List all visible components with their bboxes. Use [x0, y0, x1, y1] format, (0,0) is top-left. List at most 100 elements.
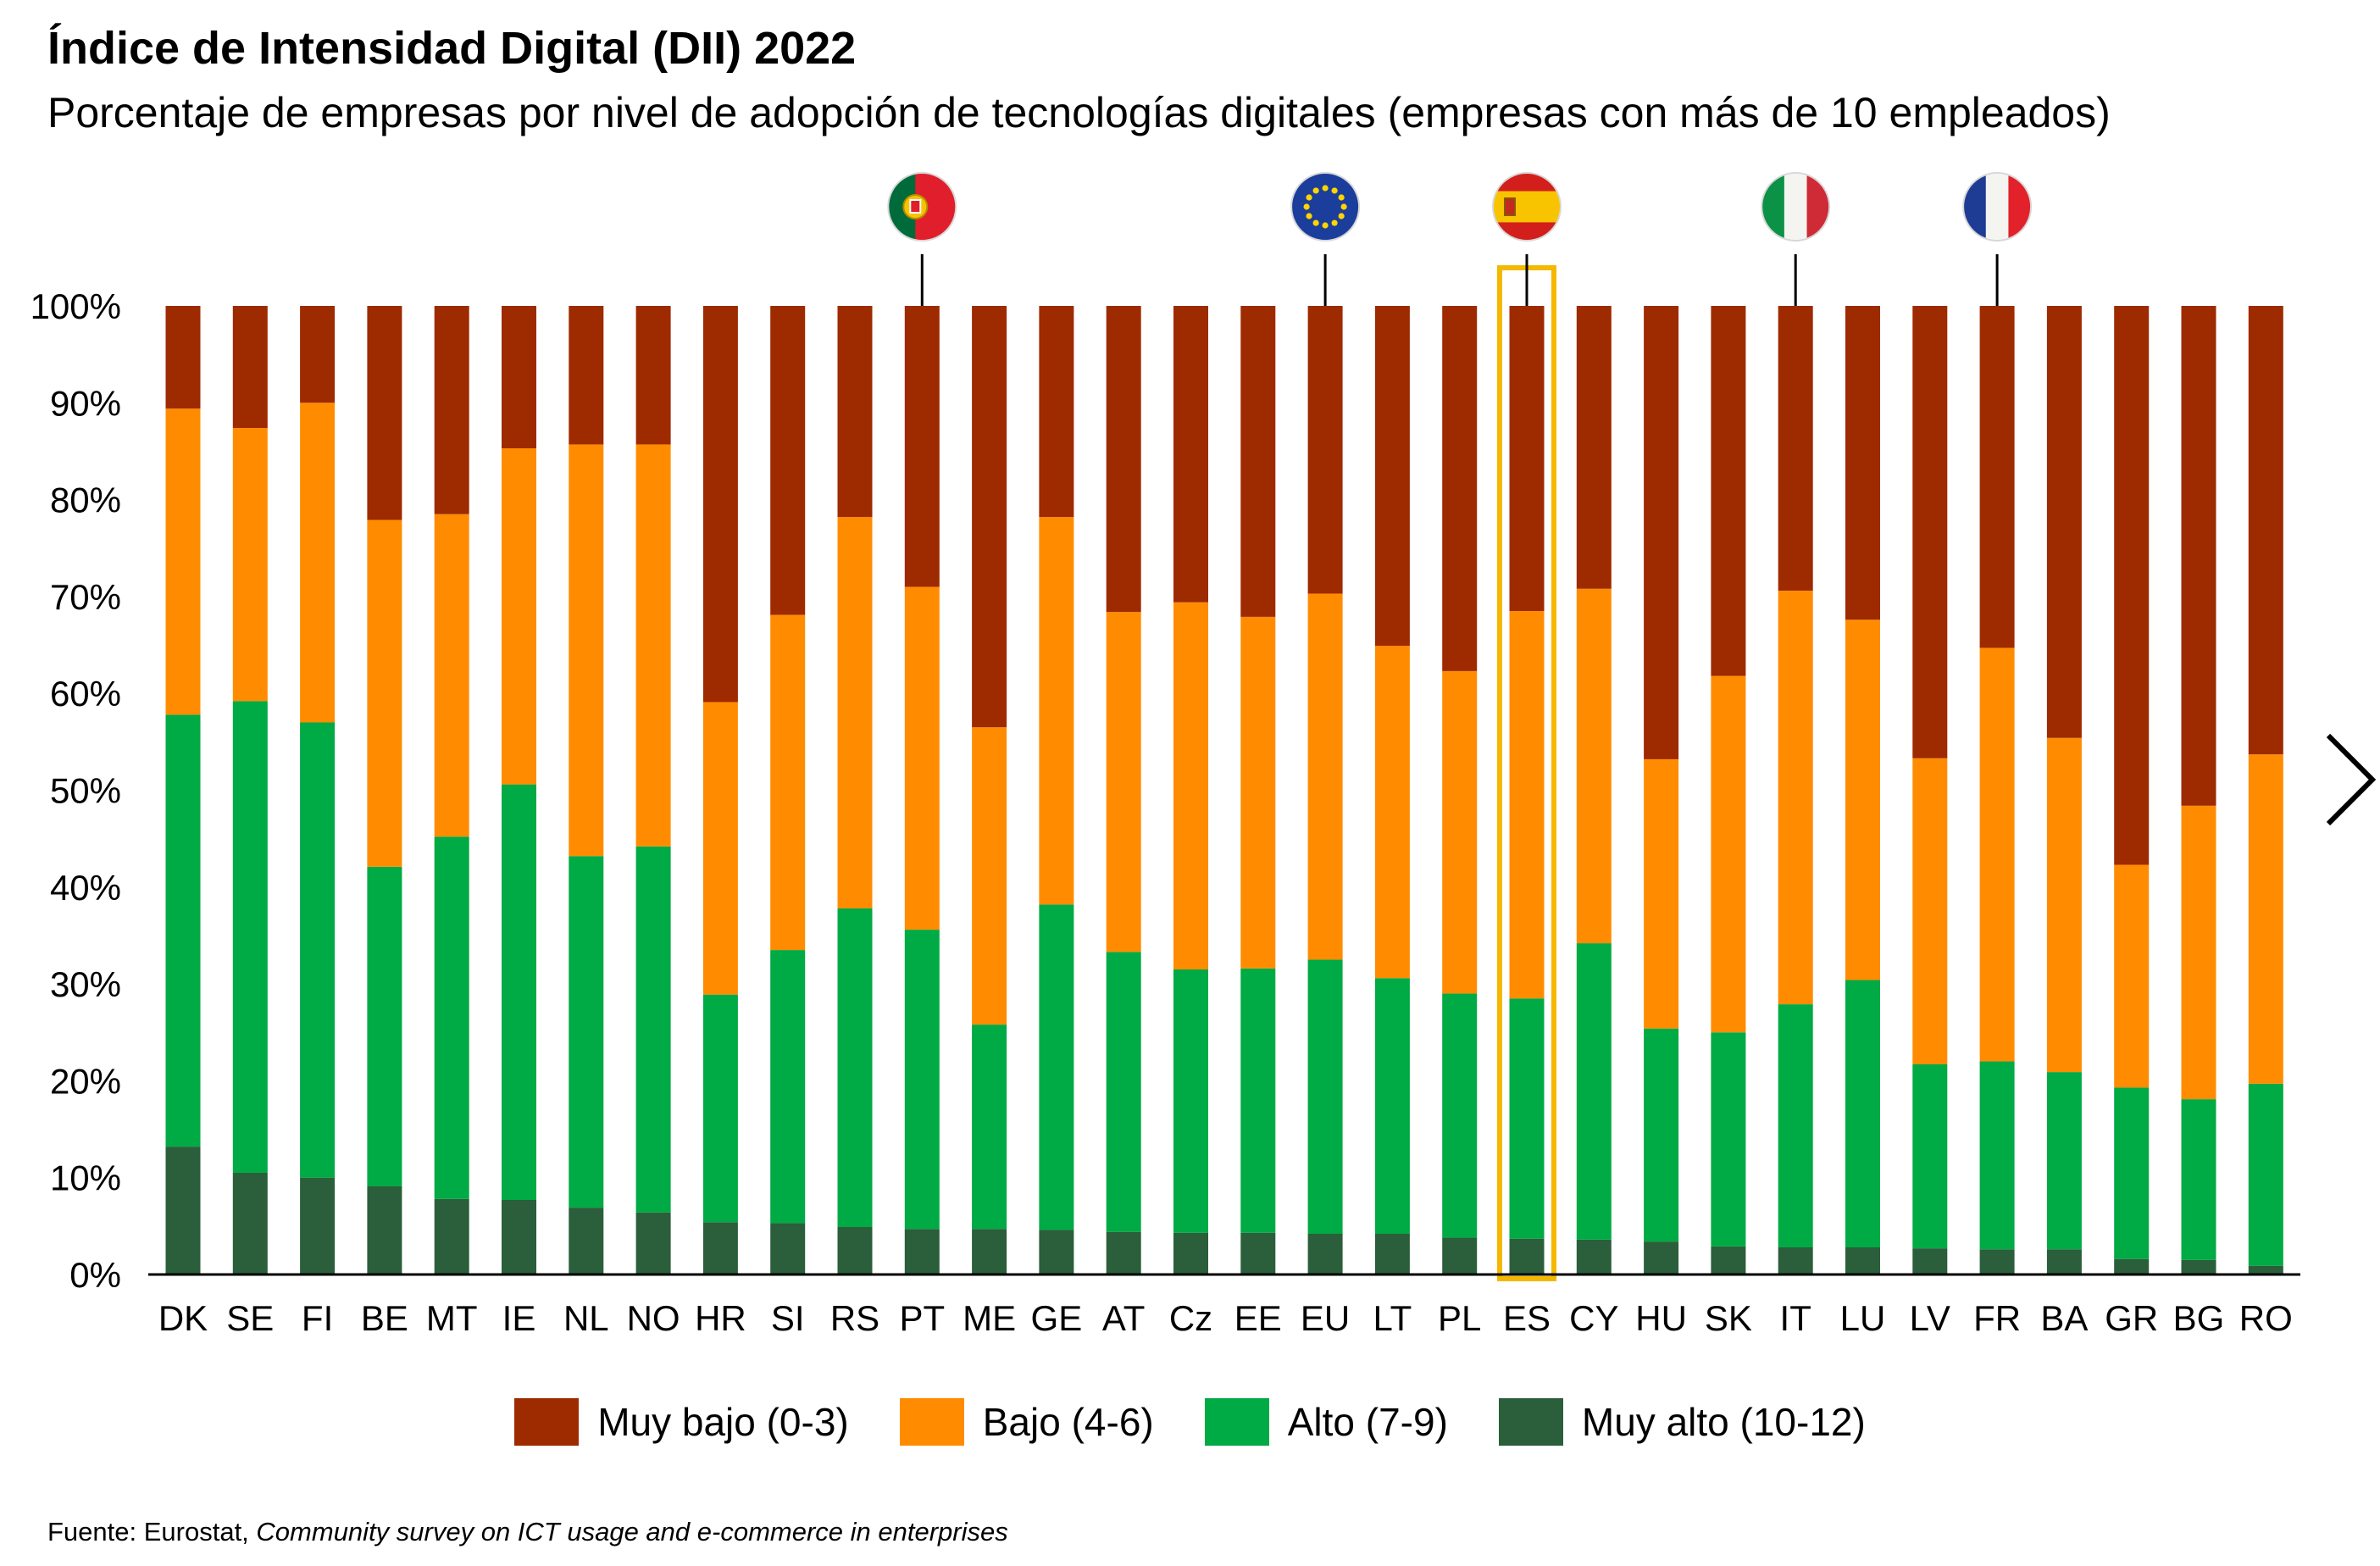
bar-si-series-2: [770, 614, 806, 951]
x-tick-label-hu: HU: [1635, 1298, 1687, 1338]
bar-ba-series-0: [2046, 1249, 2082, 1274]
bar-gr-series-3: [2114, 306, 2150, 865]
italy-flag-icon: [1761, 172, 1831, 242]
bar-stack-ie: [502, 306, 536, 1274]
bar-lt-series-3: [1374, 306, 1410, 647]
bar-lu-series-2: [1845, 619, 1880, 980]
bar-hr-series-2: [702, 702, 738, 995]
bar-ee-series-1: [1240, 968, 1276, 1233]
bar-stack-fr: [1979, 306, 2015, 1274]
bar-no-series-3: [635, 306, 671, 445]
bar-pt-series-1: [904, 930, 940, 1230]
y-tick-label-0: 0%: [69, 1255, 121, 1295]
x-tick-label-ee: EE: [1234, 1298, 1282, 1338]
flags-group: [887, 172, 2033, 306]
bar-dk-series-2: [165, 408, 201, 715]
bar-stack-no: [635, 306, 671, 1274]
bar-ro-series-2: [2248, 754, 2283, 1084]
x-tick-label-lu: LU: [1840, 1298, 1886, 1338]
legend-swatch-alto: [1204, 1398, 1269, 1446]
x-tick-label-ro: RO: [2239, 1298, 2293, 1338]
bar-se-series-2: [232, 428, 268, 702]
legend-item-muy-bajo: Muy bajo (0-3): [514, 1398, 849, 1446]
bar-stack-se: [232, 306, 268, 1274]
bar-nl-series-1: [569, 856, 604, 1208]
bar-sk-series-3: [1711, 306, 1746, 676]
bar-bg-series-2: [2181, 805, 2216, 1100]
bar-cy-series-0: [1576, 1239, 1612, 1274]
bar-stack-es: [1509, 306, 1545, 1274]
bar-hu-series-0: [1644, 1241, 1679, 1274]
bar-se-series-3: [232, 306, 268, 429]
bar-ge-series-2: [1039, 517, 1074, 905]
bar-sk-series-1: [1711, 1032, 1746, 1247]
y-tick-label-4: 40%: [50, 868, 121, 908]
bar-fr-series-0: [1979, 1249, 2015, 1274]
bar-es-series-1: [1509, 998, 1545, 1239]
bar-si-series-1: [770, 950, 806, 1224]
spain-flag-icon: [1492, 172, 1562, 242]
bar-ro-series-1: [2248, 1083, 2283, 1266]
bar-rs-series-3: [837, 306, 873, 518]
bar-cz-series-1: [1173, 969, 1208, 1233]
bar-stack-sk: [1711, 306, 1746, 1274]
bar-no-series-0: [635, 1212, 671, 1274]
source-survey-name: Community survey on ICT usage and e-comm…: [256, 1517, 1008, 1547]
bar-pl-series-3: [1442, 306, 1478, 671]
y-axis: 0% 10% 20% 30% 40% 50% 60% 70% 80% 90% 100%: [31, 286, 121, 1295]
x-tick-label-cy: CY: [1569, 1298, 1618, 1338]
bar-dk-series-3: [165, 306, 201, 409]
bar-stack-eu: [1307, 306, 1343, 1274]
x-tick-label-mt: MT: [426, 1298, 478, 1338]
bar-hu-series-1: [1644, 1028, 1679, 1242]
y-tick-label-3: 30%: [50, 964, 121, 1004]
bar-mt-series-2: [434, 514, 469, 837]
x-tick-label-no: NO: [627, 1298, 680, 1338]
x-tick-label-si: SI: [771, 1298, 805, 1338]
chart-subtitle: Porcentaje de empresas por nivel de adop…: [47, 89, 2111, 136]
x-tick-label-nl: NL: [563, 1298, 609, 1338]
bar-ie-series-0: [502, 1199, 536, 1274]
legend-label-bajo: Bajo (4-6): [982, 1400, 1154, 1444]
bar-fr-series-2: [1979, 647, 2015, 1062]
bar-stack-fi: [300, 306, 336, 1274]
x-tick-label-pt: PT: [899, 1298, 945, 1338]
x-tick-label-dk: DK: [158, 1298, 208, 1338]
bar-stack-pt: [904, 306, 940, 1274]
legend-label-alto: Alto (7-9): [1287, 1400, 1448, 1444]
bar-be-series-0: [367, 1186, 402, 1274]
bar-cy-series-3: [1576, 306, 1612, 589]
legend-swatch-bajo: [899, 1398, 964, 1446]
legend-item-alto: Alto (7-9): [1204, 1398, 1448, 1446]
eu-flag-icon: [1290, 172, 1361, 242]
bar-ba-series-3: [2046, 306, 2082, 738]
bar-es-series-3: [1509, 306, 1545, 612]
bar-at-series-3: [1106, 306, 1141, 613]
bar-lv-series-2: [1912, 758, 1948, 1064]
bar-ro-series-3: [2248, 306, 2283, 755]
bar-sk-series-0: [1711, 1246, 1746, 1274]
bar-gr-series-1: [2114, 1087, 2150, 1259]
bar-es-series-2: [1509, 611, 1545, 999]
x-tick-label-ie: IE: [502, 1298, 536, 1338]
chevron-right-icon[interactable]: [2322, 729, 2380, 830]
x-tick-label-me: ME: [963, 1298, 1016, 1338]
bar-gr-series-2: [2114, 864, 2150, 1088]
bar-cy-series-2: [1576, 588, 1612, 944]
bar-stack-it: [1778, 306, 1813, 1274]
bar-lt-series-0: [1374, 1233, 1410, 1274]
bar-stack-pl: [1442, 306, 1478, 1274]
bar-stack-lv: [1912, 306, 1948, 1274]
bar-lv-series-3: [1912, 306, 1948, 758]
bar-fi-series-1: [300, 722, 336, 1178]
x-tick-label-fr: FR: [1973, 1298, 2021, 1338]
bar-ge-series-1: [1039, 904, 1074, 1230]
legend-swatch-muy-bajo: [514, 1398, 580, 1446]
bar-hu-series-2: [1644, 758, 1679, 1029]
bar-pl-series-2: [1442, 670, 1478, 994]
legend-item-muy-alto: Muy alto (10-12): [1498, 1398, 1866, 1446]
bar-ge-series-3: [1039, 306, 1074, 518]
bar-dk-series-0: [165, 1147, 201, 1274]
x-tick-label-ba: BA: [2040, 1298, 2088, 1338]
bar-bg-series-0: [2181, 1259, 2216, 1274]
